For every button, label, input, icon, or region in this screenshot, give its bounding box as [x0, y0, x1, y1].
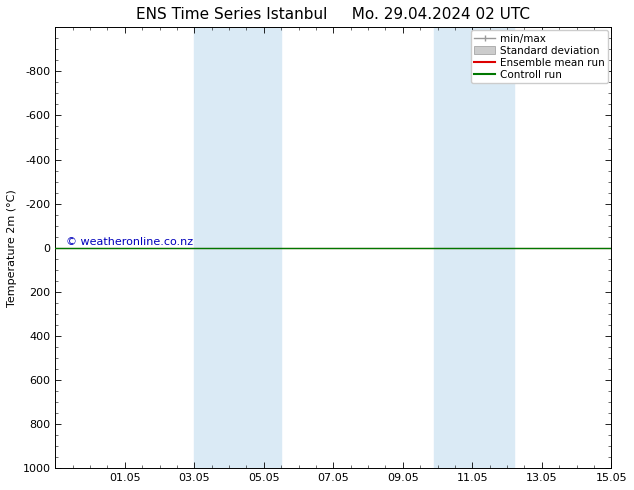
Bar — [434, 27, 514, 468]
Legend: min/max, Standard deviation, Ensemble mean run, Controll run: min/max, Standard deviation, Ensemble me… — [471, 30, 608, 83]
Title: ENS Time Series Istanbul     Mo. 29.04.2024 02 UTC: ENS Time Series Istanbul Mo. 29.04.2024 … — [136, 7, 530, 22]
Y-axis label: Temperature 2m (°C): Temperature 2m (°C) — [7, 189, 17, 307]
Bar — [195, 27, 281, 468]
Text: © weatheronline.co.nz: © weatheronline.co.nz — [67, 237, 193, 247]
